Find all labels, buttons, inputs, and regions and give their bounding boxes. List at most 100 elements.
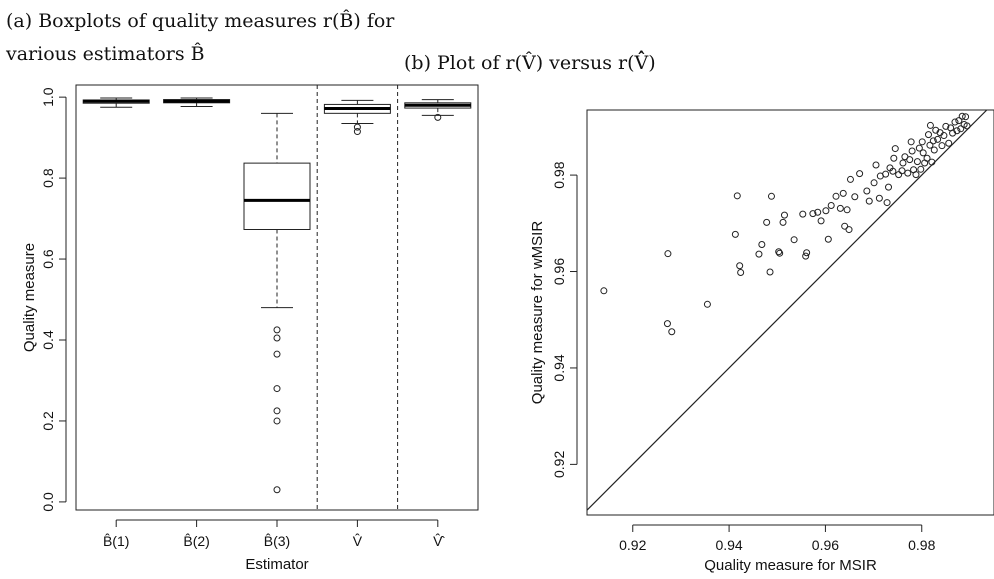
plot-a-y-tick-label: 0.6 <box>40 249 56 269</box>
scatter-point <box>663 320 671 328</box>
scatter-point <box>934 135 942 143</box>
scatter-point <box>668 328 676 336</box>
scatter-point <box>895 171 903 179</box>
scatter-point <box>856 170 864 178</box>
outlier-point <box>273 350 281 358</box>
scatter-point <box>703 300 711 308</box>
outlier-point <box>273 417 281 425</box>
boxplot-2 <box>163 97 231 107</box>
scatter-point <box>731 230 739 238</box>
scatter-point <box>882 170 890 178</box>
plot-b-y-tick-label: 0.94 <box>551 354 567 381</box>
scatter-point <box>951 118 959 126</box>
scatter-point <box>928 158 936 166</box>
scatter-point <box>957 125 965 133</box>
plot-b-y-axis-label: Quality measure for wMSIR <box>529 221 546 405</box>
scatter-point <box>904 169 912 177</box>
scatter-point <box>898 167 906 175</box>
plot-a-y-tick-label: 0.2 <box>40 411 56 431</box>
reference-line-y-equals-x <box>586 109 988 511</box>
scatter-point <box>923 154 931 162</box>
plot-a-y-tick-label: 0.0 <box>40 492 56 512</box>
caption-a-line2: various estimators B̂ <box>6 43 205 65</box>
boxplot-1 <box>82 97 150 108</box>
plot-a-x-tick-label: B̂(2) <box>183 533 209 549</box>
scatter-point <box>938 142 946 150</box>
scatter-point <box>885 183 893 191</box>
scatter-point <box>809 210 817 218</box>
scatter-point <box>899 159 907 167</box>
scatter-point <box>940 132 948 140</box>
scatter-point <box>942 122 950 130</box>
scatter-point <box>803 249 811 257</box>
scatter-point <box>962 113 970 121</box>
scatter-point <box>891 145 899 153</box>
plot-a-x-tick-label: V̂̂ <box>433 533 445 549</box>
outlier-point <box>273 407 281 415</box>
plot-b-x-tick-label: 0.98 <box>908 537 935 553</box>
scatter-point <box>841 222 849 230</box>
scatter-point <box>780 211 788 219</box>
scatter-point <box>779 218 787 226</box>
scatter-point <box>890 154 898 162</box>
outlier-point <box>273 486 281 494</box>
scatter-point <box>863 187 871 195</box>
plot-a-x-axis-label: Estimator <box>245 556 308 573</box>
scatter-point <box>907 138 915 146</box>
scatter-point <box>767 192 775 200</box>
scatter-point <box>802 252 810 260</box>
plot-b-x-tick-label: 0.94 <box>715 537 742 553</box>
scatter-point <box>775 248 783 256</box>
scatter-point <box>963 122 971 130</box>
scatter-point <box>917 165 925 173</box>
scatter-point <box>865 197 873 205</box>
scatter-point <box>799 210 807 218</box>
plot-b-y-tick-label: 0.92 <box>551 451 567 478</box>
scatter-point <box>926 121 934 129</box>
scatter-point <box>958 112 966 120</box>
scatter-point <box>926 141 934 149</box>
scatter-point <box>915 144 923 152</box>
boxplot-4 <box>323 99 391 136</box>
plot-b-x-tick-label: 0.92 <box>619 537 646 553</box>
plot-b-x-axis-label: Quality measure for MSIR <box>704 557 877 574</box>
scatter-point <box>758 241 766 249</box>
scatter-point <box>733 192 741 200</box>
scatter-point <box>839 189 847 197</box>
scatter-point <box>870 179 878 187</box>
scatter-point <box>889 167 897 175</box>
scatter-point <box>913 158 921 166</box>
plot-a-y-tick-label: 1.0 <box>40 87 56 107</box>
scatter-point <box>836 204 844 212</box>
plot-a-x-tick-label: B̂(3) <box>264 533 290 549</box>
plot-a-frame <box>75 84 479 511</box>
scatter-point <box>906 156 914 164</box>
scatter-point <box>843 206 851 214</box>
scatter-point <box>883 199 891 207</box>
plot-b-y-tick-label: 0.98 <box>551 161 567 188</box>
scatter-point <box>755 250 763 258</box>
scatter-point <box>766 268 774 276</box>
scatter-point <box>817 217 825 225</box>
plot-a-y-tick-label: 0.8 <box>40 168 56 188</box>
caption-a-line1: (a) Boxplots of quality measures r(B̂) f… <box>6 10 395 32</box>
scatter-point <box>822 207 830 215</box>
scatter-point <box>955 117 963 125</box>
scatter-point <box>845 226 853 234</box>
scatter-point <box>763 218 771 226</box>
scatter-point <box>930 146 938 154</box>
scatter-points <box>600 112 971 336</box>
box-iqr <box>243 162 311 230</box>
scatter-point <box>846 175 854 183</box>
outlier-point <box>273 334 281 342</box>
plot-a-y-tick-label: 0.4 <box>40 330 56 350</box>
scatter-point <box>790 236 798 244</box>
scatter-point <box>736 262 744 270</box>
scatter-point <box>953 127 961 135</box>
scatter-point <box>832 192 840 200</box>
caption-b: (b) Plot of r(V̂) versus r(V̂̂) <box>404 52 656 74</box>
outlier-point <box>353 123 361 131</box>
scatter-point <box>919 149 927 157</box>
scatter-point <box>929 137 937 145</box>
